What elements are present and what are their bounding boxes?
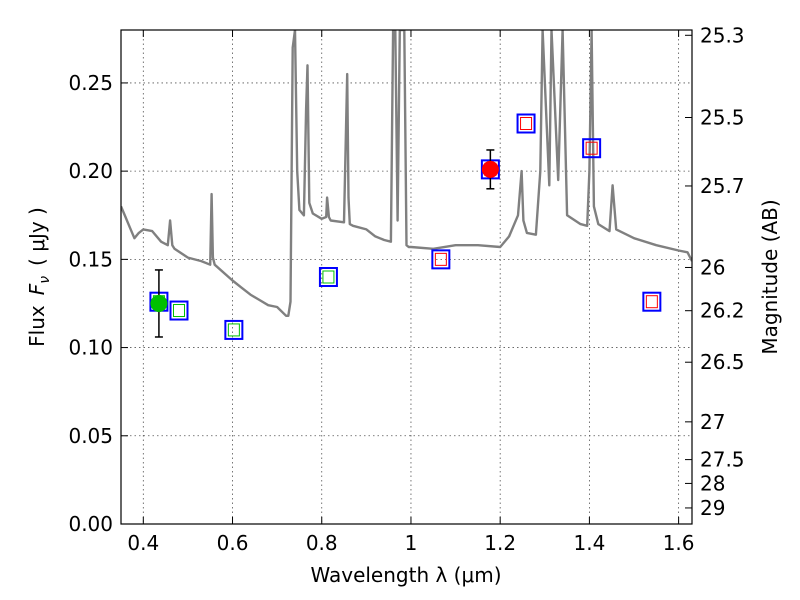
y-axis-label-unit: ( μJy )	[25, 207, 49, 266]
model-photometry-inner-box	[434, 252, 447, 266]
magnitude-tick-label: 28	[700, 471, 725, 495]
y-tick-label: 0.20	[68, 159, 113, 183]
model-photometry-inner-box	[172, 304, 185, 318]
x-tick-label: 0.6	[217, 531, 249, 555]
magnitude-tick-label: 26.5	[700, 350, 745, 374]
magnitude-tick-label: 25.5	[700, 106, 745, 130]
y-tick-label: 0.15	[68, 247, 113, 271]
y-axis-label-symbol: F	[25, 283, 49, 295]
model-photometry-box	[582, 138, 602, 159]
x-tick-label: 0.4	[127, 531, 159, 555]
magnitude-tick-label: 25.3	[700, 23, 745, 47]
magnitude-tick-label: 27.5	[700, 448, 745, 472]
magnitude-tick-label: 27	[700, 410, 725, 434]
x-tick-label: 1.2	[484, 531, 516, 555]
y-tick-label: 0.25	[68, 71, 113, 95]
model-photometry-box	[642, 291, 662, 312]
measured-red-point	[481, 160, 499, 178]
y-tick-label: 0.10	[68, 336, 113, 360]
y-axis-label: Flux Fν ( μJy )	[25, 207, 53, 347]
y-tick-label: 0.05	[68, 424, 113, 448]
magnitude-axis-label: Magnitude (AB)	[758, 199, 782, 354]
model-photometry-inner-box	[520, 117, 533, 131]
model-photometry-inner-box	[227, 323, 240, 337]
model-photometry-box	[431, 249, 451, 270]
model-photometry-inner-box	[645, 295, 658, 309]
y-axis-label-subscript: ν	[37, 276, 53, 284]
x-tick-label: 1.4	[573, 531, 605, 555]
model-spectrum-series	[121, 30, 692, 317]
model-photometry-box	[516, 113, 536, 134]
magnitude-tick-label: 26.2	[700, 299, 745, 323]
magnitude-tick-label: 25.7	[700, 174, 745, 198]
axis-ticks: 0.4 0.6 0.8 1 1.2 1.4 1.6 0.00 0.05 0.10 0.15 0.20 0…	[68, 23, 744, 555]
model-photometry-inner-box	[322, 270, 335, 284]
model-photometry-box	[318, 267, 338, 287]
magnitude-tick-label: 29	[700, 496, 725, 520]
x-tick-label: 1	[405, 531, 418, 555]
plot-background	[121, 30, 692, 524]
model-spectrum-line	[121, 30, 692, 317]
plot-frame	[120, 29, 693, 525]
x-tick-label: 0.8	[306, 531, 338, 555]
model-photometry-inner-box	[585, 141, 598, 155]
magnitude-tick-label: 26	[700, 255, 725, 279]
x-tick-label: 1.6	[663, 531, 695, 555]
model-photometry-box	[224, 319, 244, 340]
model-photometry-box	[169, 300, 189, 321]
measured-blue-point	[150, 294, 168, 312]
x-axis-label: Wavelength λ (μm)	[310, 563, 501, 587]
y-axis-label-flux: Flux	[25, 305, 49, 347]
photometry-markers	[149, 113, 662, 340]
y-tick-label: 0.00	[68, 512, 113, 536]
